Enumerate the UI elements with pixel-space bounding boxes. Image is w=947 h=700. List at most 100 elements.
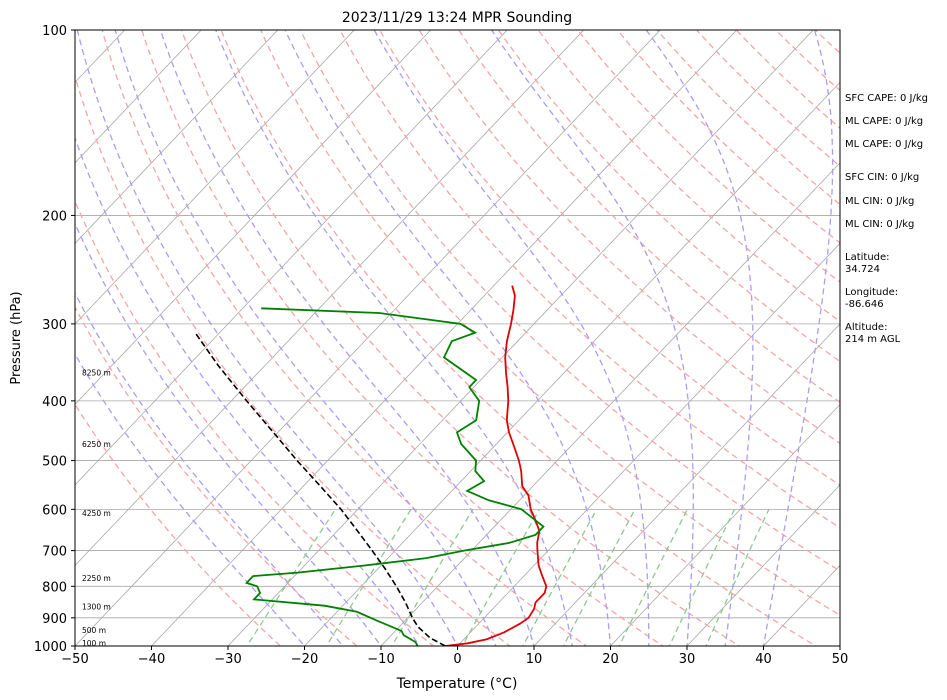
- height-label: 6250 m: [82, 440, 111, 449]
- dry-adiabat-line: [75, 199, 435, 646]
- dry-adiabat-line: [919, 16, 947, 659]
- profile-series: [194, 285, 548, 646]
- isotherm-line: [75, 30, 279, 244]
- moist-adiabat-line: [645, 30, 754, 646]
- ml-cape-text-2: ML CAPE: 0 J/kg: [845, 139, 924, 150]
- x-tick-label: 10: [526, 652, 543, 667]
- isotherm-line: [75, 30, 202, 164]
- moist-adiabat-line: [114, 30, 497, 646]
- isotherm-line: [609, 403, 840, 646]
- y-tick-label: 200: [42, 209, 67, 224]
- mixing-ratio-line: [618, 509, 688, 646]
- x-tick-label: 20: [602, 652, 619, 667]
- mixing-ratio-line: [391, 508, 474, 646]
- dry-adiabat-line: [339, 30, 840, 529]
- chart-title: 2023/11/29 13:24 MPR Sounding: [342, 10, 572, 26]
- height-label: 100 m: [82, 639, 106, 648]
- height-label: 4250 m: [82, 509, 111, 518]
- dry-adiabat-line: [299, 30, 840, 572]
- isotherm-line: [533, 323, 840, 646]
- altitude-label: Altitude:: [845, 322, 888, 333]
- height-label: 500 m: [82, 626, 106, 635]
- height-label: 2250 m: [82, 574, 111, 583]
- mixing-ratio-line: [522, 508, 598, 646]
- y-tick-label: 800: [42, 580, 67, 595]
- x-axis-label: Temperature (°C): [396, 676, 518, 692]
- dewpoint-line: [244, 307, 545, 646]
- dry-adiabat-line: [75, 305, 358, 646]
- moist-adiabat-line: [75, 352, 306, 646]
- height-labels: 100 m 500 m 1300 m 2250 m 4250 m 6250 m 8250 m: [82, 369, 111, 648]
- dry-adiabat-line: [141, 30, 665, 646]
- dry-adiabat-line: [458, 30, 840, 403]
- dry-adiabat-line: [75, 74, 512, 646]
- mixing-ratio-line: [461, 508, 540, 646]
- dry-adiabat-line: [220, 30, 818, 646]
- isotherm-line: [150, 30, 738, 646]
- dry-adiabat-line: [180, 30, 741, 646]
- x-tick-label: −40: [138, 652, 165, 667]
- background-guides: [75, 16, 947, 659]
- dry-adiabat-line: [497, 30, 840, 363]
- y-tick-label: 600: [42, 503, 67, 518]
- isotherm-line: [380, 162, 840, 646]
- temperature-line: [445, 285, 548, 646]
- altitude-value: 214 m AGL: [845, 334, 901, 345]
- mixing-ratio-line: [325, 508, 412, 646]
- longitude-label: Longitude:: [845, 287, 899, 298]
- moist-adiabat-line: [215, 30, 573, 646]
- mixing-ratio-line: [668, 509, 736, 646]
- y-tick-label: 400: [42, 395, 67, 410]
- isotherm-line: [75, 30, 508, 486]
- isotherm-line: [75, 30, 661, 646]
- latitude-label: Latitude:: [845, 252, 890, 263]
- y-axis-label: Pressure (hPa): [9, 291, 24, 384]
- dry-adiabat-line: [259, 30, 840, 616]
- mixing-ratio-line: [246, 508, 336, 646]
- y-tick-label: 500: [42, 455, 67, 470]
- height-label: 8250 m: [82, 369, 111, 378]
- y-tick-label: 1000: [34, 640, 67, 655]
- dry-adiabat-line: [656, 30, 840, 206]
- y-tick-label: 100: [42, 24, 67, 39]
- isotherm-line: [904, 16, 947, 659]
- moist-adiabat-line: [762, 30, 834, 646]
- mixing-ratio-line: [705, 509, 770, 646]
- mixing-ratio-line: [562, 509, 636, 646]
- ml-cin-text: ML CIN: 0 J/kg: [845, 196, 915, 207]
- dry-adiabat-line: [537, 30, 840, 323]
- latitude-value: 34.724: [845, 264, 880, 275]
- moist-adiabat-line: [76, 30, 459, 646]
- moist-adiabat-line: [75, 221, 382, 646]
- moist-adiabat-line: [75, 136, 421, 646]
- ml-cin-text-2: ML CIN: 0 J/kg: [845, 219, 915, 230]
- dry-adiabat-line: [695, 30, 840, 167]
- moist-adiabat-line: [490, 30, 694, 646]
- longitude-value: -86.646: [845, 299, 884, 310]
- x-tick-label: −30: [214, 652, 241, 667]
- dry-adiabat-line: [101, 30, 588, 646]
- moist-adiabat-line: [373, 30, 650, 646]
- x-tick-label: 50: [832, 652, 849, 667]
- sfc-cin-text: SFC CIN: 0 J/kg: [845, 172, 920, 183]
- isotherm-line: [686, 484, 840, 646]
- x-tick-label: −50: [61, 652, 88, 667]
- x-tick-label: 30: [679, 652, 696, 667]
- y-tick-label: 900: [42, 612, 67, 627]
- ml-cape-text: ML CAPE: 0 J/kg: [845, 116, 924, 127]
- isotherm-line: [227, 30, 814, 646]
- y-tick-label: 300: [42, 318, 67, 333]
- sfc-cape-text: SFC CAPE: 0 J/kg: [845, 93, 928, 104]
- x-tick-label: 0: [453, 652, 461, 667]
- height-label: 1300 m: [82, 602, 111, 611]
- moist-adiabat-line: [284, 30, 612, 646]
- x-tick-label: −10: [367, 652, 394, 667]
- parcel-path-line: [194, 332, 446, 646]
- dry-adiabat-line: [75, 403, 282, 646]
- x-tick-label: −20: [291, 652, 318, 667]
- axes: −50 −40 −30 −20 −10 0 10 20 30 40 50 100 200 300 400 50…: [34, 24, 848, 667]
- isotherm-line: [75, 30, 432, 406]
- moist-adiabat-line: [75, 291, 344, 646]
- x-tick-label: 40: [755, 652, 772, 667]
